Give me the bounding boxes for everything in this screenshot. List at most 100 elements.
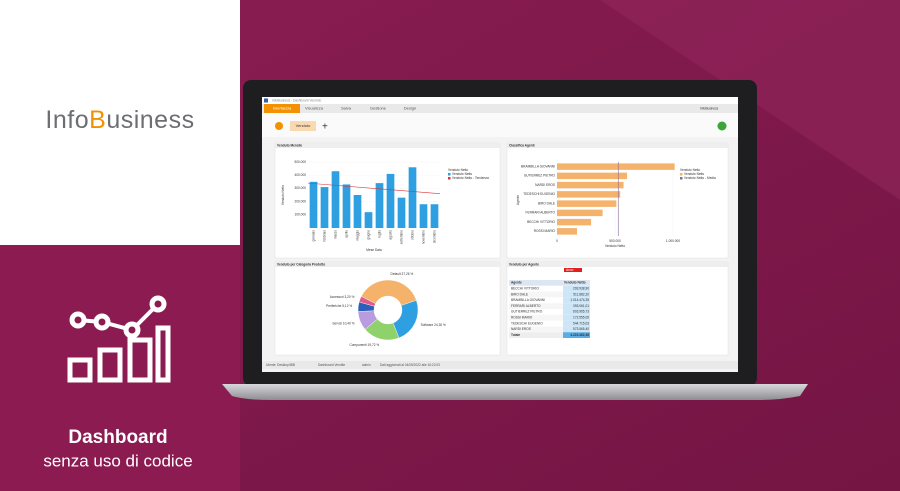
x-tick-label: 0	[556, 239, 558, 243]
bar	[353, 195, 362, 228]
app-icon	[264, 98, 268, 103]
table-cell: ROSSI MARIO	[511, 316, 533, 320]
table-cell: FERRARI ALBERTO	[511, 304, 541, 308]
x-tick-label: aprile	[344, 230, 348, 238]
status-item: Dashboard Vendite	[318, 363, 345, 367]
x-tick-label: dicembre	[432, 230, 436, 243]
table-row	[509, 291, 590, 298]
table-row	[509, 285, 590, 292]
x-tick-label: maggio	[355, 230, 359, 241]
x-tick-label: ottobre	[410, 230, 414, 240]
panel-title: Venduto Mensile	[277, 144, 302, 148]
ribbon	[262, 104, 738, 113]
table-cell: 1.014.474,35	[570, 298, 589, 302]
value-cell	[563, 303, 590, 309]
x-tick-label: settembre	[399, 230, 403, 244]
bar	[364, 212, 373, 228]
status-item: admin	[362, 363, 371, 367]
legend-swatch	[448, 177, 451, 180]
ribbon-tab[interactable]: Interfaccia	[273, 106, 292, 111]
refresh-button[interactable]	[717, 121, 727, 131]
panel	[506, 142, 729, 259]
panel-title: Venduto per Agente	[509, 263, 539, 267]
table-cell: 511.882,20	[573, 292, 589, 296]
bar	[331, 171, 340, 228]
table-cell: 603.965,73	[573, 310, 589, 314]
value-cell	[563, 291, 590, 298]
table-header-cell: Agente	[511, 281, 522, 285]
page-tab[interactable]	[290, 121, 316, 131]
slice-label: Accessori 3,20 %	[330, 295, 355, 299]
status-bar	[262, 361, 738, 369]
x-axis-label: Mese Data	[366, 248, 382, 252]
table-cell: BRAMBILLA GIOVANNI	[511, 298, 545, 302]
logo: InfoBusiness	[45, 106, 194, 134]
y-tick-label: 100.000	[294, 213, 306, 217]
slice-value: 24,30 %	[434, 323, 446, 327]
y-tick-label: 400.000	[294, 173, 306, 177]
bar	[386, 173, 395, 228]
table-cell: 393.061,01	[573, 304, 589, 308]
legend-swatch	[448, 173, 451, 176]
table-cell: 573.565,40	[573, 327, 589, 331]
slice-value: 3,20 %	[345, 295, 355, 299]
bar	[557, 228, 578, 235]
ribbon-tab[interactable]: Salva	[341, 106, 352, 111]
ribbon-tab[interactable]: Design	[404, 106, 416, 111]
bar	[397, 197, 406, 228]
table-cell: 293.938,90	[573, 287, 589, 291]
y-axis-label: Venduto Netto	[281, 185, 285, 205]
bar	[557, 163, 675, 170]
bar	[557, 191, 621, 198]
status-item: Dati aggiornati al 04/05/2022 alle 16:22…	[380, 363, 440, 367]
ribbon-tab[interactable]: Gestione	[370, 106, 387, 111]
bar	[408, 167, 417, 228]
legend-title: Venduto Netto	[448, 168, 468, 172]
filter-tag	[564, 268, 582, 272]
legend-title: Venduto Netto	[680, 168, 700, 172]
logo-part: Info	[45, 106, 89, 134]
laptop-base	[222, 384, 808, 400]
panel-header	[507, 143, 728, 148]
caption-subtitle: senza uso di codice	[43, 451, 192, 470]
slice-name: Default	[391, 272, 401, 276]
legend-entry: Venduto Netto - Tendenza	[452, 176, 489, 180]
legend-swatch	[680, 177, 683, 180]
legend-entry: Venduto Netto	[452, 172, 472, 176]
slice-name: Accessori	[330, 295, 344, 299]
ribbon-tab[interactable]: Visualizza	[305, 106, 324, 111]
table-cell: TEDESCHI EUGENIO	[511, 321, 543, 325]
slice-name: Componenti	[349, 343, 366, 347]
page-tab-label: Venduto	[296, 123, 311, 128]
window-title: InfoBusiness - Dashboard Venduto	[272, 98, 321, 102]
x-tick-label: giugno	[366, 230, 370, 240]
panel-title: Classifica Agenti	[509, 144, 535, 148]
bar	[430, 204, 439, 228]
panel-header	[507, 262, 728, 267]
filter-label: Anno	[566, 268, 574, 272]
caption-title: Dashboard	[68, 427, 167, 448]
slice-label: Periferiche 5,12 %	[326, 304, 352, 308]
logo-part: B	[89, 106, 106, 134]
toolbar	[262, 113, 738, 137]
back-button[interactable]	[275, 122, 283, 130]
value-cell	[563, 320, 590, 327]
x-tick-label: febbraio	[322, 230, 326, 242]
x-axis-label: Venduto Netto	[605, 244, 625, 248]
y-tick-label: BECCHI VITTORIO	[527, 220, 555, 224]
panel-title: Venduto per Categoria Prodotto	[277, 263, 325, 267]
total-cell: 4.223.462,36	[570, 333, 589, 337]
table-row	[509, 309, 590, 315]
table-total	[509, 332, 590, 338]
table-header-cell: Venduto Netto	[564, 281, 586, 285]
value-cell	[563, 309, 590, 315]
value-cell	[563, 285, 590, 292]
panel-header	[275, 143, 500, 148]
slice-value: 10,40 %	[343, 321, 355, 325]
add-tab[interactable]: +	[322, 122, 328, 133]
y-axis-label: Agente	[516, 195, 520, 205]
y-tick-label: ROSSI MARIO	[534, 229, 556, 233]
x-tick-label: 500.000	[609, 239, 621, 243]
total-value-cell	[563, 332, 590, 338]
y-tick-label: GUTIERREZ PIETRO	[524, 174, 556, 178]
